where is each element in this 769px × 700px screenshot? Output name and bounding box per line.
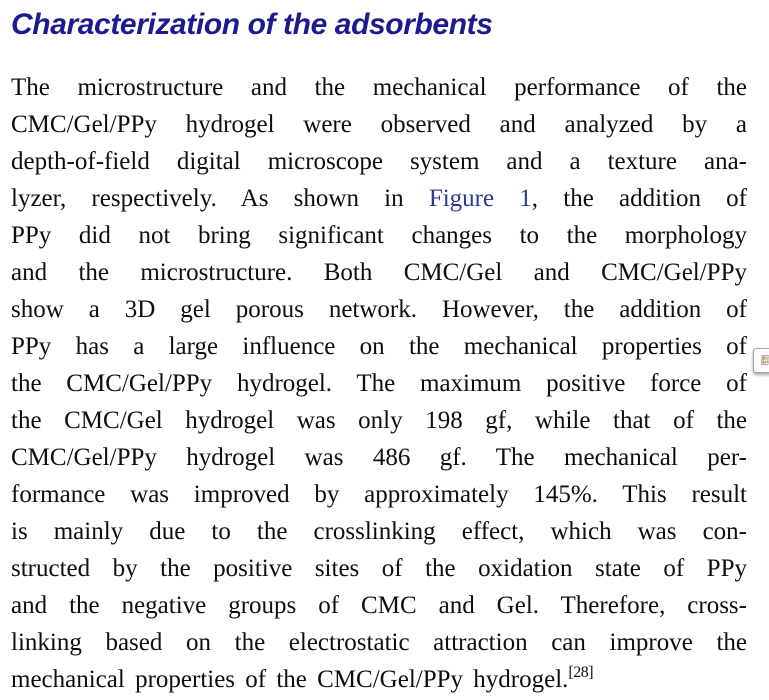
paragraph-line: PPy has a large influence on the mechani… (11, 328, 747, 365)
figure-1-link[interactable]: Figure 1 (429, 185, 532, 212)
translate-widget-button[interactable]: 翻 (753, 348, 769, 373)
paragraph-line: the CMC/Gel/PPy hydrogel. The maximum po… (11, 365, 747, 402)
paragraph-line: lyzer, respectively. As shown in Figure … (11, 180, 747, 217)
text-segment: PPy has a large influence on the mechani… (11, 333, 747, 360)
paragraph-line: The microstructure and the mechanical pe… (11, 69, 747, 106)
text-segment: CMC/Gel/PPy hydrogel were observed and a… (11, 111, 747, 138)
paragraph-line: and the microstructure. Both CMC/Gel and… (11, 254, 747, 291)
text-segment: The microstructure and the mechanical pe… (11, 74, 747, 101)
citation-28-link[interactable]: [28] (568, 664, 593, 681)
paragraph-line: formance was improved by approximately 1… (11, 476, 747, 513)
text-segment: show a 3D gel porous network. However, t… (11, 296, 747, 323)
text-segment: the CMC/Gel/PPy hydrogel. The maximum po… (11, 370, 747, 397)
text-segment: depth-of-field digital microscope system… (11, 148, 747, 175)
paragraph-line: depth-of-field digital microscope system… (11, 143, 747, 180)
text-segment: mechanical properties of the CMC/Gel/PPy… (11, 666, 568, 693)
text-segment: structed by the positive sites of the ox… (11, 555, 747, 582)
text-segment: , the addition of (532, 185, 747, 212)
paragraph-line: show a 3D gel porous network. However, t… (11, 291, 747, 328)
text-segment: PPy did not bring significant changes to… (11, 222, 747, 249)
text-segment: the CMC/Gel hydrogel was only 198 gf, wh… (11, 407, 747, 434)
text-segment: CMC/Gel/PPy hydrogel was 486 gf. The mec… (11, 444, 747, 471)
paragraph-line: and the negative groups of CMC and Gel. … (11, 587, 747, 624)
paragraph-line: CMC/Gel/PPy hydrogel were observed and a… (11, 106, 747, 143)
article-page: { "page": { "background": "#ffffff" }, "… (0, 6, 769, 700)
text-segment: linking based on the electrostatic attra… (11, 629, 747, 656)
text-segment: and the negative groups of CMC and Gel. … (11, 592, 747, 619)
paragraph-line: mechanical properties of the CMC/Gel/PPy… (11, 661, 747, 698)
paragraph-body: The microstructure and the mechanical pe… (11, 69, 747, 698)
text-segment: lyzer, respectively. As shown in (11, 185, 429, 212)
paragraph-line: CMC/Gel/PPy hydrogel was 486 gf. The mec… (11, 439, 747, 476)
text-segment: formance was improved by approximately 1… (11, 481, 747, 508)
paragraph-line: the CMC/Gel hydrogel was only 198 gf, wh… (11, 402, 747, 439)
text-segment: and the microstructure. Both CMC/Gel and… (11, 259, 747, 286)
translate-icon: 翻 (761, 355, 769, 366)
paragraph-line: PPy did not bring significant changes to… (11, 217, 747, 254)
text-segment: is mainly due to the crosslinking effect… (11, 518, 747, 545)
section-heading: Characterization of the adsorbents (11, 6, 769, 44)
paragraph-line: linking based on the electrostatic attra… (11, 624, 747, 661)
paragraph-line: is mainly due to the crosslinking effect… (11, 513, 747, 550)
paragraph-line: structed by the positive sites of the ox… (11, 550, 747, 587)
